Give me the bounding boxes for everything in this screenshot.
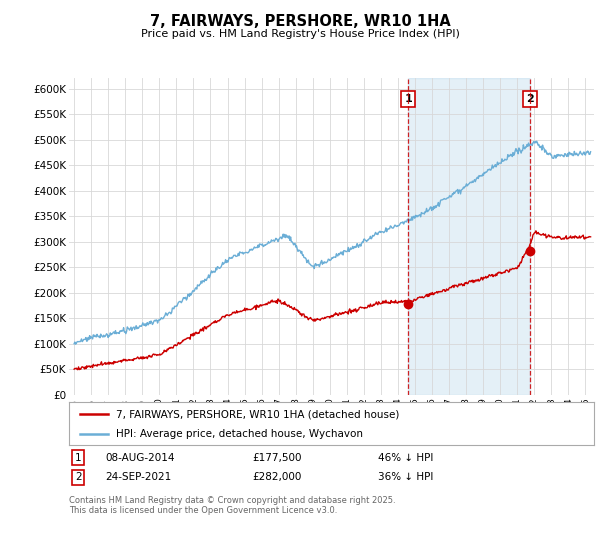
Text: 36% ↓ HPI: 36% ↓ HPI xyxy=(378,472,433,482)
Text: 2: 2 xyxy=(526,94,533,104)
Text: 08-AUG-2014: 08-AUG-2014 xyxy=(105,452,175,463)
Text: 1: 1 xyxy=(75,452,82,463)
Text: Contains HM Land Registry data © Crown copyright and database right 2025.
This d: Contains HM Land Registry data © Crown c… xyxy=(69,496,395,515)
Bar xyxy=(408,78,530,395)
Text: Price paid vs. HM Land Registry's House Price Index (HPI): Price paid vs. HM Land Registry's House … xyxy=(140,29,460,39)
Text: 46% ↓ HPI: 46% ↓ HPI xyxy=(378,452,433,463)
Text: 24-SEP-2021: 24-SEP-2021 xyxy=(105,472,171,482)
Text: £282,000: £282,000 xyxy=(252,472,301,482)
Text: 1: 1 xyxy=(404,94,412,104)
Text: 2: 2 xyxy=(75,472,82,482)
Text: 7, FAIRWAYS, PERSHORE, WR10 1HA: 7, FAIRWAYS, PERSHORE, WR10 1HA xyxy=(149,14,451,29)
Text: HPI: Average price, detached house, Wychavon: HPI: Average price, detached house, Wych… xyxy=(116,430,363,440)
Text: £177,500: £177,500 xyxy=(252,452,302,463)
Text: 7, FAIRWAYS, PERSHORE, WR10 1HA (detached house): 7, FAIRWAYS, PERSHORE, WR10 1HA (detache… xyxy=(116,409,400,419)
